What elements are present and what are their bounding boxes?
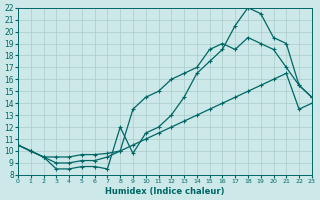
X-axis label: Humidex (Indice chaleur): Humidex (Indice chaleur) xyxy=(105,187,225,196)
